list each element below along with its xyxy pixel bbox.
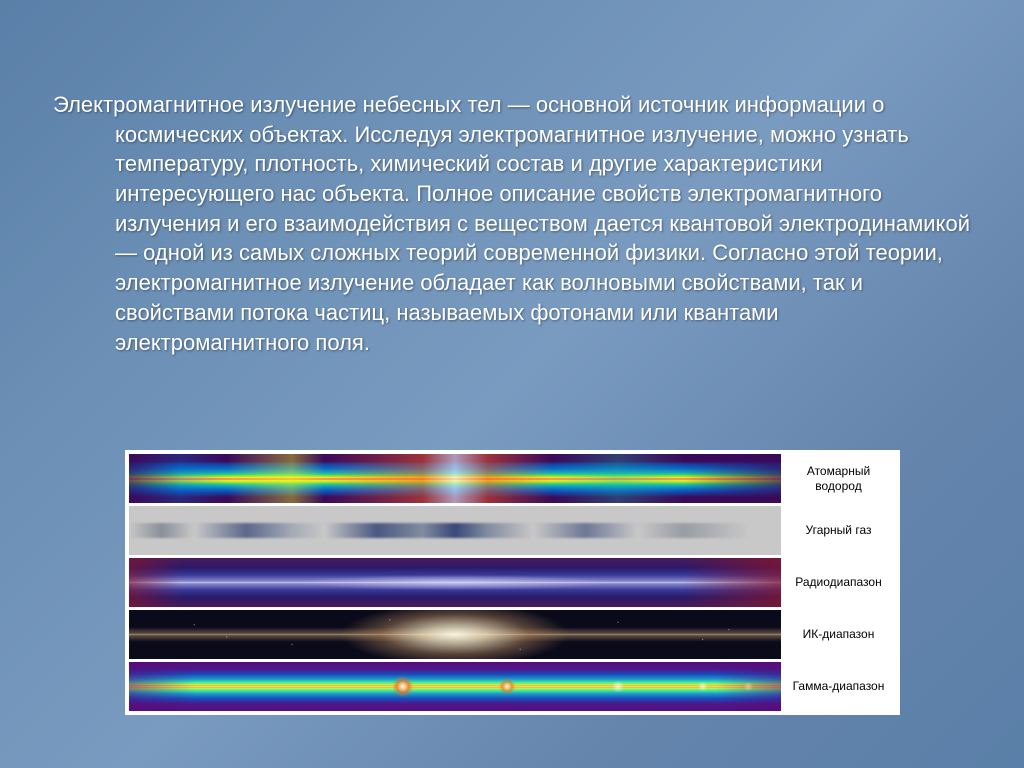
spectrum-row-radio: Радиодиапазон [129,558,896,607]
spectrum-band-co [129,506,781,555]
spectrum-figure: Атомарный водород Угарный газ Радиодиапа… [125,450,900,715]
spectrum-label-ir: ИК-диапазон [781,610,896,659]
slide-text-block: Электромагнитное излучение небесных тел … [53,90,973,357]
spectrum-row-ir: ИК-диапазон [129,610,896,659]
spectrum-label-gamma: Гамма-диапазон [781,662,896,711]
spectrum-label-hydrogen: Атомарный водород [781,454,896,503]
spectrum-band-hydrogen [129,454,781,503]
spectrum-row-co: Угарный газ [129,506,896,555]
spectrum-band-ir [129,610,781,659]
spectrum-row-gamma: Гамма-диапазон [129,662,896,711]
paragraph-text: Электромагнитное излучение небесных тел … [53,90,973,357]
spectrum-label-radio: Радиодиапазон [781,558,896,607]
spectrum-band-gamma [129,662,781,711]
spectrum-band-radio [129,558,781,607]
spectrum-row-hydrogen: Атомарный водород [129,454,896,503]
spectrum-label-co: Угарный газ [781,506,896,555]
